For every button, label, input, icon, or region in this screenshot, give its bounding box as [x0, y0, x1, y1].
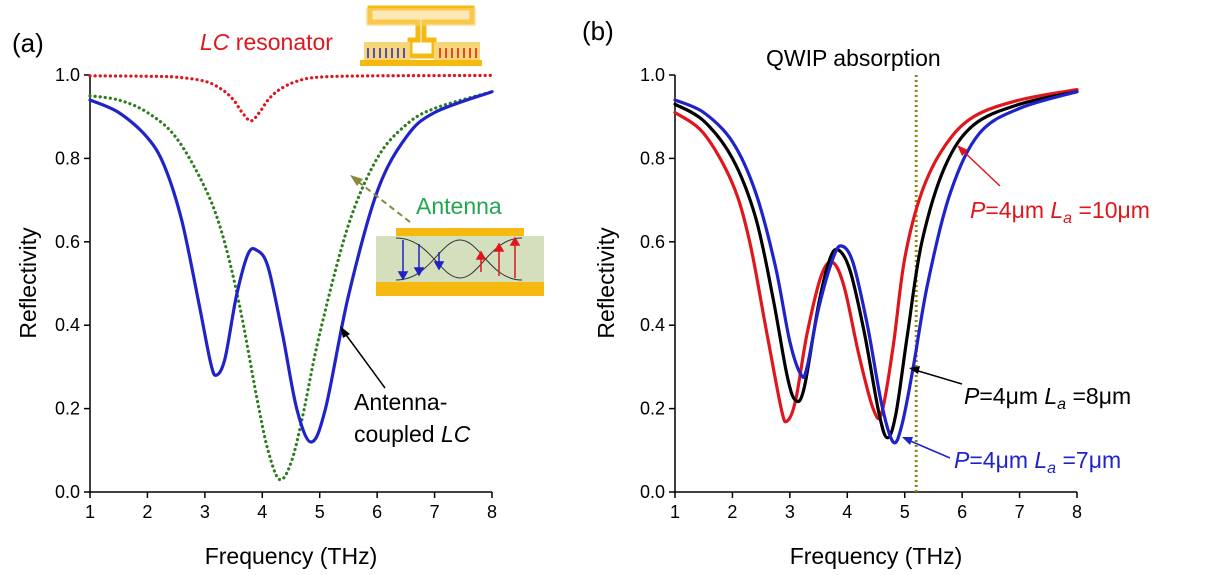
panel-b-ytick-label: 0.8	[640, 148, 665, 168]
label-la-8-p: P	[964, 383, 980, 409]
label-la-7-L: L	[1034, 447, 1047, 473]
pointer-la-10-head	[957, 145, 968, 156]
panel-a-label: (a)	[12, 28, 44, 58]
panel-a-ytick-label: 0.8	[55, 148, 80, 168]
pointer-la-7	[907, 439, 951, 459]
label-la-8: P=4μm La =8μm	[964, 383, 1131, 413]
panel-b-xtick-label: 1	[670, 502, 680, 522]
panel-b-xtick-label: 8	[1072, 502, 1082, 522]
panel-a-xlabel: Frequency (THz)	[205, 543, 378, 569]
panel-a-series-2	[88, 90, 494, 444]
label-la-7-value: =7μm	[1056, 447, 1121, 473]
label-la-10: P=4μm La =10μm	[970, 197, 1150, 227]
label-la-8-L: L	[1044, 383, 1057, 409]
panel-b-xtick-label: 2	[727, 502, 737, 522]
panel-a-ticks: 1 2 3 4 5 6 7 8 0.0 0.2 0.4 0.6 0.8 1.0	[55, 65, 497, 522]
panel-a-xtick-label: 8	[487, 502, 497, 522]
panel-b-series-0	[673, 88, 1079, 424]
panel-a-ytick-label: 0.4	[55, 315, 80, 335]
panel-b-ylabel: Reflectivity	[593, 227, 619, 339]
lc-resonator-inset	[360, 5, 482, 66]
label-la-7-p: P	[954, 447, 970, 473]
label-la-10-value: =10μm	[1072, 197, 1150, 223]
antenna-pointer-head	[350, 175, 363, 186]
panel-b-series-1	[673, 90, 1079, 440]
panel-b-ytick-label: 0.4	[640, 315, 665, 335]
label-la-8-value: =8μm	[1066, 383, 1131, 409]
lc-resonator-label: LC resonator	[200, 29, 333, 55]
panel-b-title: QWIP absorption	[766, 45, 941, 71]
panel-b-xtick-label: 6	[957, 502, 967, 522]
antenna-cavity-inset	[376, 228, 544, 296]
panel-a-xtick-label: 2	[142, 502, 152, 522]
label-la-10-p: P	[970, 197, 986, 223]
coupled-label-em: LC	[441, 421, 471, 447]
panel-a-series	[88, 73, 494, 482]
coupled-pointer	[343, 331, 386, 389]
panel-b-xlabel: Frequency (THz)	[790, 543, 963, 569]
panel-b-ticks: 1 2 3 4 5 6 7 8 0.0 0.2 0.4 0.6 0.8 1.0	[640, 65, 1082, 522]
panel-b-xtick-label: 4	[842, 502, 852, 522]
panel-a-ytick-label: 0.2	[55, 399, 80, 419]
panel-b-ytick-label: 0.2	[640, 399, 665, 419]
panel-b-xtick-label: 3	[785, 502, 795, 522]
panel-a-xtick-label: 4	[257, 502, 267, 522]
panel-a-ytick-label: 0.0	[55, 482, 80, 502]
pointer-la-8	[914, 369, 963, 385]
lc-resonator-label-rest: resonator	[229, 29, 333, 55]
label-la-7-sub: a	[1047, 460, 1056, 477]
antenna-label: Antenna	[416, 193, 502, 219]
coupled-label-line1: Antenna-	[354, 389, 447, 415]
panel-a-xtick-label: 7	[430, 502, 440, 522]
panel-a-xtick-label: 1	[85, 502, 95, 522]
label-la-10-sub: a	[1063, 210, 1072, 227]
coupled-label-rest: coupled	[354, 421, 441, 447]
coupled-label-line2: coupled LC	[354, 421, 471, 447]
label-la-8-sub: a	[1057, 396, 1066, 413]
panel-b-series-2	[673, 90, 1079, 445]
panel-a-xtick-label: 6	[372, 502, 382, 522]
panel-b-ytick-label: 0.0	[640, 482, 665, 502]
panel-b-xtick-label: 7	[1015, 502, 1025, 522]
pointer-la-10	[961, 149, 1001, 187]
coupled-pointer-head	[340, 326, 350, 338]
panel-b-xtick-label: 5	[900, 502, 910, 522]
panel-b-series	[673, 88, 1079, 445]
panel-a-ytick-label: 0.6	[55, 232, 80, 252]
panel-b-ytick-label: 0.6	[640, 232, 665, 252]
panel-b-label: (b)	[582, 16, 614, 46]
antenna-pointer	[355, 179, 411, 223]
label-la-10-L: L	[1050, 197, 1063, 223]
lc-resonator-label-em: LC	[200, 29, 230, 55]
panel-a-xtick-label: 3	[200, 502, 210, 522]
label-la-7-mid: =4μm	[969, 447, 1034, 473]
panel-a-series-1	[88, 90, 494, 482]
panel-a-series-0	[88, 73, 494, 123]
panel-a: (a) 1 2 3 4 5 6 7 8 0.0 0.2 0.4 0.6 0.8 1.0 Frequency…	[12, 5, 544, 569]
label-la-7: P=4μm La =7μm	[954, 447, 1121, 477]
panel-a-ylabel: Reflectivity	[15, 227, 41, 339]
panel-a-ytick-label: 1.0	[55, 65, 80, 85]
pointer-la-8-head	[909, 366, 920, 374]
label-la-8-mid: =4μm	[979, 383, 1044, 409]
panel-b-ytick-label: 1.0	[640, 65, 665, 85]
pointer-la-7-head	[902, 437, 913, 445]
label-la-10-mid: =4μm	[985, 197, 1050, 223]
panel-b: (b) QWIP absorption 1 2 3 4 5 6 7 8 0.0 0.2 0.4 0.6…	[582, 16, 1150, 569]
panel-a-xtick-label: 5	[315, 502, 325, 522]
